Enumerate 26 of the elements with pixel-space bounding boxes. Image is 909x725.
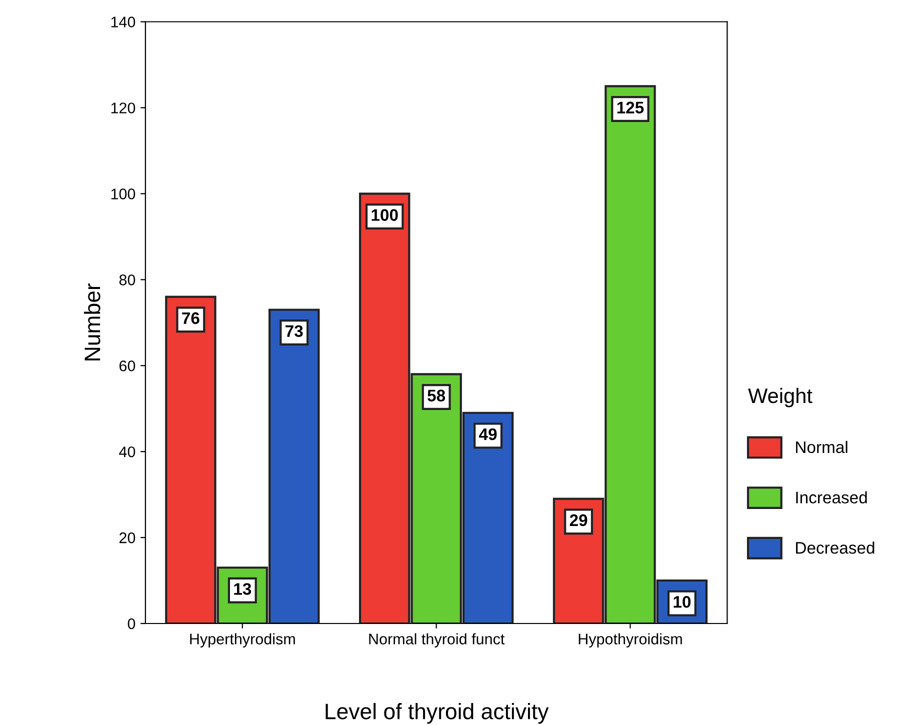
data-label: 125	[617, 102, 644, 114]
data-label: 58	[428, 390, 446, 402]
x-axis-title: Level of thyroid activity	[326, 703, 549, 724]
y-tick-label: 60	[120, 360, 136, 372]
x-tick-label: Hypothyroidism	[578, 633, 682, 648]
data-label: 29	[570, 514, 588, 526]
y-tick-label: 20	[119, 532, 136, 544]
y-tick-label: 120	[111, 102, 136, 114]
data-label: 73	[286, 325, 303, 338]
y-tick-label: 100	[111, 188, 136, 200]
data-label: 76	[182, 312, 200, 324]
legend-label: Increased	[796, 491, 867, 504]
legend-label: Decreased	[796, 542, 874, 554]
y-tick-label: 40	[119, 446, 136, 458]
data-label: 10	[674, 596, 691, 608]
data-label: 49	[479, 428, 497, 440]
legend-title: Weight	[748, 388, 812, 408]
data-label: 100	[372, 209, 398, 221]
x-tick-label: Hyperthyrodism	[190, 633, 295, 648]
legend-label: Normal	[796, 440, 848, 454]
y-tick-label: 0	[128, 618, 136, 630]
data-label: 13	[234, 583, 252, 595]
y-tick-label: 140	[111, 16, 136, 28]
y-tick-label: 80	[119, 274, 136, 286]
x-tick-label: Normal thyroid funct	[369, 633, 505, 648]
y-axis-title: Number	[84, 283, 100, 360]
